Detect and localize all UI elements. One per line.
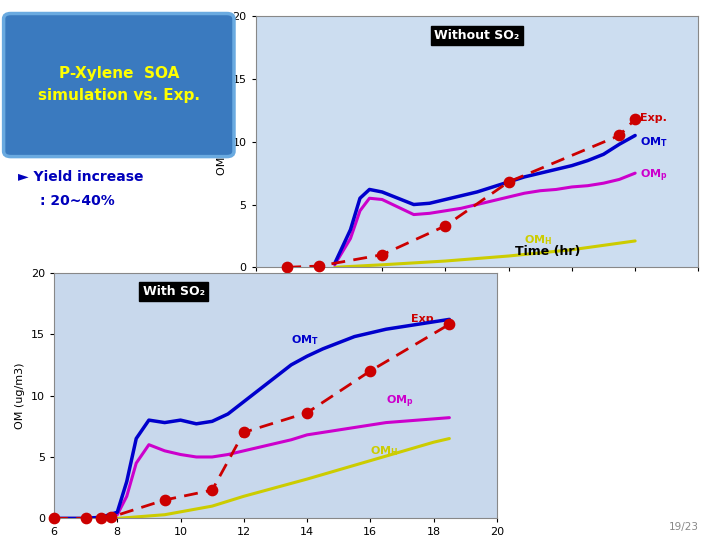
Text: OM$_\mathregular{T}$: OM$_\mathregular{T}$ [640, 135, 668, 148]
Point [48, 514, 60, 523]
Point [313, 262, 325, 271]
Text: Without SO₂: Without SO₂ [434, 29, 520, 42]
Text: OM$_\mathregular{p}$: OM$_\mathregular{p}$ [386, 394, 414, 410]
Point [238, 428, 250, 437]
Text: Time (hr): Time (hr) [515, 245, 580, 258]
Point [282, 263, 293, 272]
Point [364, 367, 376, 375]
Point [105, 513, 117, 522]
Point [159, 496, 171, 504]
Point [80, 514, 91, 523]
Point [444, 320, 455, 329]
Point [613, 131, 625, 140]
Point [301, 408, 312, 417]
Y-axis label: OM (ug/m3): OM (ug/m3) [217, 109, 227, 175]
Text: ► Yield increase: ► Yield increase [18, 170, 143, 184]
Text: Exp.: Exp. [411, 314, 438, 325]
Point [377, 251, 388, 259]
Text: OM$_\mathregular{T}$: OM$_\mathregular{T}$ [291, 333, 319, 347]
Text: OM$_\mathregular{p}$: OM$_\mathregular{p}$ [640, 167, 667, 184]
Point [207, 486, 218, 495]
Text: 19/23: 19/23 [668, 522, 698, 532]
Point [503, 178, 514, 186]
Text: With SO₂: With SO₂ [143, 285, 204, 298]
Text: P-Xylene  SOA
simulation vs. Exp.: P-Xylene SOA simulation vs. Exp. [38, 66, 200, 103]
Point [96, 514, 107, 523]
Text: OM$_\mathregular{H}$: OM$_\mathregular{H}$ [524, 233, 553, 247]
Text: : 20~40%: : 20~40% [40, 194, 114, 208]
Y-axis label: OM (ug/m3): OM (ug/m3) [15, 362, 25, 429]
Point [440, 221, 451, 230]
Point [629, 115, 641, 124]
Text: OM$_\mathregular{H}$: OM$_\mathregular{H}$ [370, 444, 399, 458]
Text: Exp.: Exp. [640, 113, 667, 123]
